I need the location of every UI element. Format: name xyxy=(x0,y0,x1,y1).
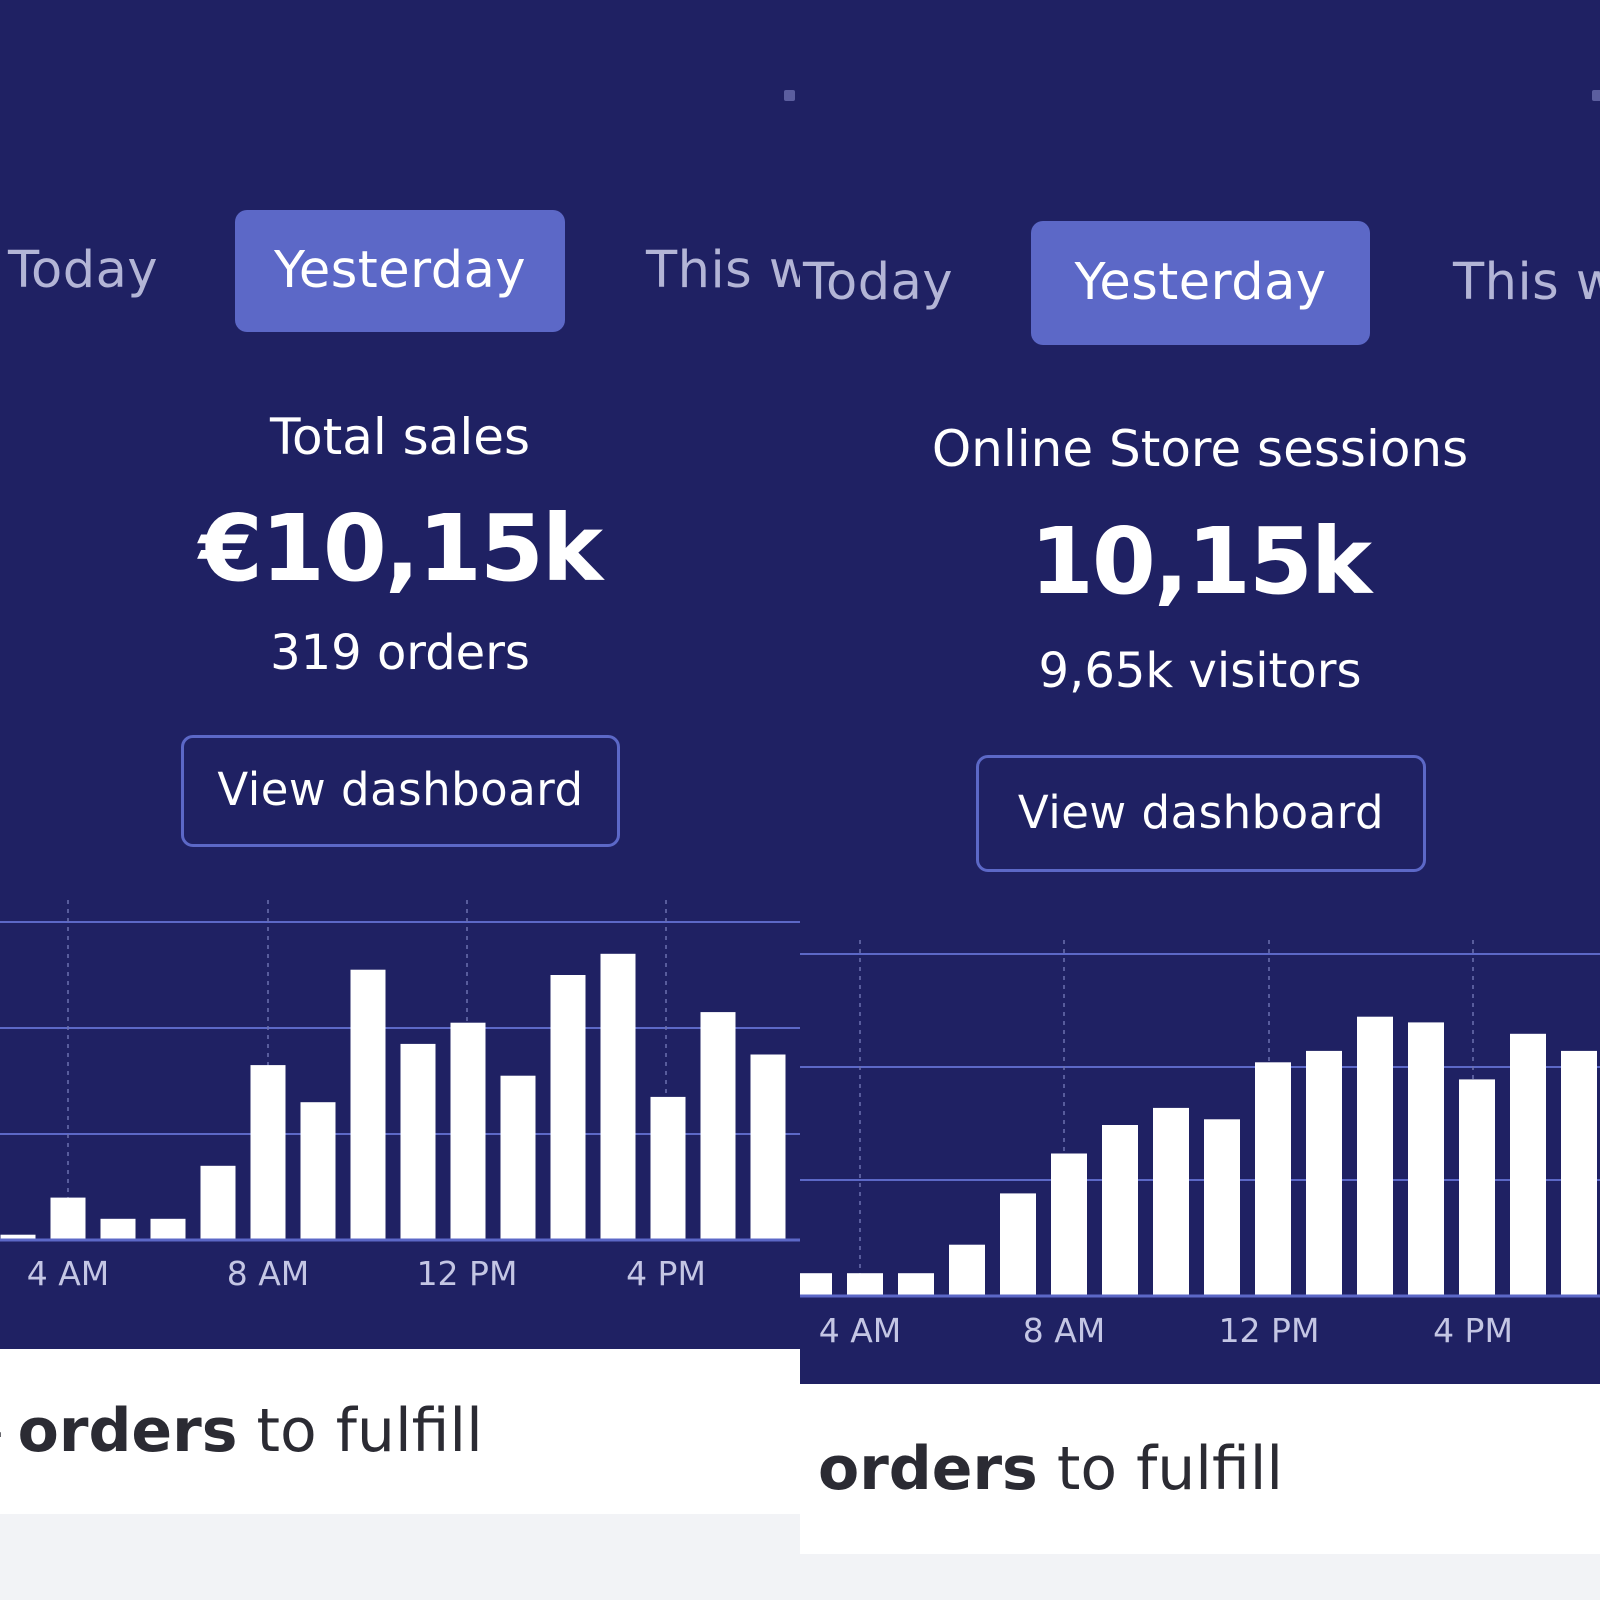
tab-today[interactable]: Today xyxy=(803,253,953,312)
orders-to-fulfill-card[interactable]: orders to fulfill xyxy=(800,1384,1600,1554)
background-strip xyxy=(0,1514,800,1600)
sales-chart-svg: 4 AM 8 AM 12 PM 4 PM xyxy=(0,900,800,1293)
view-dashboard-button[interactable]: View dashboard xyxy=(976,755,1426,872)
chart-bar xyxy=(450,1022,486,1240)
x-tick-label: 12 PM xyxy=(1219,1311,1320,1350)
fulfill-bold-text: orders xyxy=(17,1396,238,1466)
chart-bar xyxy=(1408,1022,1444,1296)
tab-today[interactable]: Today xyxy=(8,241,158,300)
chart-bar xyxy=(700,1012,736,1240)
fulfill-text: to fulfill xyxy=(237,1396,483,1466)
x-tick-label: 8 AM xyxy=(227,1254,310,1293)
metric-label: Total sales xyxy=(269,408,531,466)
chart-bar xyxy=(50,1197,86,1240)
chart-bar xyxy=(0,1234,36,1240)
chart-bar xyxy=(847,1273,883,1296)
chart-bar xyxy=(1357,1016,1393,1296)
tab-yesterday[interactable]: Yesterday xyxy=(1031,221,1370,345)
page-indicator-dot xyxy=(784,90,795,101)
chart-bar xyxy=(1153,1107,1189,1296)
chart-bar xyxy=(400,1043,436,1240)
chart-bar xyxy=(1102,1125,1138,1296)
metric-subtext: 319 orders xyxy=(270,625,530,681)
tab-this-week[interactable]: This w xyxy=(1453,253,1600,312)
sessions-bar-chart: 4 AM 8 AM 12 PM 4 PM xyxy=(800,900,1600,1360)
chart-bar xyxy=(1204,1119,1240,1296)
chart-bar xyxy=(100,1218,136,1240)
tab-yesterday[interactable]: Yesterday xyxy=(235,210,565,332)
chart-bar xyxy=(898,1273,934,1296)
metric-value: €10,15k xyxy=(198,495,603,602)
metric-value: 10,15k xyxy=(1029,508,1372,615)
view-dashboard-button[interactable]: View dashboard xyxy=(181,735,620,847)
fulfill-bold-text: orders xyxy=(818,1434,1038,1504)
sessions-chart-svg: 4 AM 8 AM 12 PM 4 PM xyxy=(800,940,1600,1350)
chart-bar xyxy=(350,969,386,1240)
chart-bar xyxy=(1000,1193,1036,1296)
chart-bar xyxy=(150,1218,186,1240)
page-indicator-dot xyxy=(1592,90,1600,101)
x-tick-label: 12 PM xyxy=(417,1254,518,1293)
metric-label: Online Store sessions xyxy=(931,420,1469,478)
fulfill-text: to fulfill xyxy=(1037,1434,1284,1504)
chart-bar xyxy=(949,1244,985,1296)
fulfill-prefix: - xyxy=(0,1396,4,1466)
chart-bar xyxy=(200,1165,236,1240)
sales-bar-chart: 4 AM 8 AM 12 PM 4 PM xyxy=(0,900,800,1360)
chart-bar xyxy=(500,1075,536,1240)
sales-panel: Today Yesterday This w Total sales €10,1… xyxy=(0,90,800,1600)
x-tick-label: 4 AM xyxy=(27,1254,110,1293)
background-strip xyxy=(800,1554,1600,1600)
x-tick-label: 4 PM xyxy=(626,1254,706,1293)
chart-bar xyxy=(1255,1062,1291,1296)
chart-bar xyxy=(750,1054,786,1240)
tab-this-week[interactable]: This w xyxy=(646,241,800,300)
chart-bar xyxy=(1561,1050,1597,1296)
x-tick-label: 4 PM xyxy=(1433,1311,1513,1350)
x-tick-label: 4 AM xyxy=(819,1311,902,1350)
x-tick-label: 8 AM xyxy=(1023,1311,1106,1350)
orders-to-fulfill-card[interactable]: -orders to fulfill xyxy=(0,1349,800,1514)
chart-bar xyxy=(1510,1033,1546,1296)
chart-bar xyxy=(300,1102,336,1240)
chart-bar xyxy=(800,1273,832,1296)
chart-bar xyxy=(1306,1050,1342,1296)
chart-bar xyxy=(600,953,636,1240)
sessions-panel: Today Yesterday This w Online Store sess… xyxy=(800,0,1600,1600)
chart-bar xyxy=(550,975,586,1240)
chart-bar xyxy=(250,1065,286,1240)
chart-bar xyxy=(1459,1079,1495,1296)
metric-subtext: 9,65k visitors xyxy=(1038,643,1362,699)
chart-bar xyxy=(1051,1153,1087,1296)
chart-bar xyxy=(650,1096,686,1240)
